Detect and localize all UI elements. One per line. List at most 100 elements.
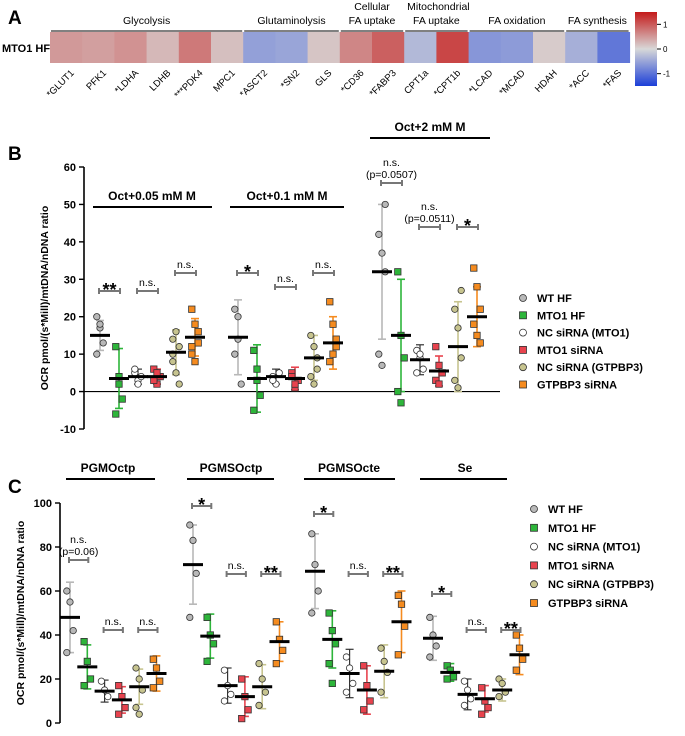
point-2-4-1 (454, 324, 462, 332)
y-tick-label-3: 20 (64, 312, 76, 324)
point-2-2-1 (345, 664, 354, 672)
heat-cell-3 (146, 32, 180, 63)
comparison-label-2-0: n.s. (383, 157, 400, 169)
point-1-1-4 (253, 365, 261, 373)
point-2-0-4 (378, 361, 386, 369)
point-2-0-3 (308, 609, 316, 617)
legend-label-5: GTPBP3 siRNA (548, 598, 628, 610)
comparison-label-0-0-line1: (p=0.06) (59, 546, 98, 558)
point-1-5-2 (279, 646, 287, 655)
point-0-4-4 (172, 369, 180, 377)
point-2-4-0 (377, 644, 385, 652)
point-3-3-0 (478, 684, 486, 692)
gene-label-10: *FABP3 (367, 68, 398, 99)
point-3-0-3 (426, 653, 434, 661)
point-3-2-3 (460, 701, 468, 710)
point-2-2-2 (419, 365, 427, 373)
point-0-4-1 (172, 328, 180, 336)
scatter-panel-c: 0 20 40 60 80 100 OCR pmol/(s*Mill)/mtDNA/nDNA… (15, 461, 654, 730)
point-2-1-4 (328, 679, 336, 688)
heat-cell-13 (468, 32, 502, 63)
heat-cell-2 (114, 32, 148, 63)
point-0-1-0 (112, 343, 120, 351)
point-0-0-3 (63, 648, 71, 657)
legend-marker-1 (519, 311, 527, 320)
point-1-0-2 (237, 380, 245, 388)
heat-cell-5 (211, 32, 244, 63)
y-axis-label: OCR pmol/(s*Mill)/mtDNA/nDNA ratio (39, 206, 51, 391)
comparison-label-0-1: n.s. (139, 277, 156, 289)
legend-label-0: WT HF (548, 504, 583, 516)
point-2-3-0 (432, 343, 440, 351)
point-3-1-3 (443, 675, 451, 683)
point-1-0-3 (186, 613, 194, 622)
point-0-3-3 (150, 376, 158, 384)
comparison-label-2-1: n.s. (350, 560, 367, 572)
point-3-5-1 (515, 644, 524, 652)
legend-label-3: MTO1 siRNA (548, 560, 614, 572)
legend-marker-3 (530, 561, 538, 570)
point-0-5-2 (194, 339, 202, 347)
point-3-5-0 (512, 631, 520, 639)
point-1-1-0 (250, 346, 258, 355)
group-label-0: Glycolysis (123, 15, 170, 27)
gene-label-13: *LCAD (467, 68, 495, 96)
point-0-0-0 (63, 587, 71, 595)
point-2-4-3 (377, 688, 385, 696)
legend-label-2: NC siRNA (MTO1) (548, 542, 641, 554)
point-2-5-2 (401, 622, 409, 630)
colorbar-tick-label-2: -1 (663, 70, 671, 79)
point-0-2-0 (97, 677, 106, 685)
point-0-4-4 (135, 710, 143, 718)
point-0-5-6 (188, 343, 196, 351)
point-0-5-3 (188, 350, 196, 358)
legend-marker-0 (519, 294, 527, 302)
comparison-label-2-2: * (464, 216, 471, 236)
point-3-3-3 (478, 710, 486, 718)
comparison-label-2-2: ** (386, 563, 400, 583)
point-1-0-2 (192, 569, 200, 578)
comparison-label-2-0-line1: (p=0.0507) (366, 169, 417, 181)
group-label-1: Glutaminolysis (257, 15, 325, 27)
condition-label-2: Oct+2 mM M (394, 120, 465, 134)
point-2-0-3 (375, 350, 383, 358)
point-3-0-0 (426, 613, 434, 622)
legend-label-0: WT HF (537, 293, 572, 305)
point-0-1-2 (118, 395, 126, 403)
y-tick-label-7: 60 (64, 162, 76, 174)
point-2-4-3 (451, 376, 459, 384)
point-1-4-1 (310, 343, 318, 351)
gene-label-7: *SN2 (279, 68, 302, 91)
comparison-label-2-0: * (320, 503, 327, 523)
point-1-0-0 (231, 305, 239, 313)
y-tick-label-5: 100 (34, 498, 52, 510)
point-1-4-2 (261, 688, 269, 696)
group-label-2-a: Cellular (354, 1, 390, 13)
comparison-label-1-2: ** (264, 563, 278, 583)
legend-marker-1 (530, 523, 538, 532)
legend-label-2: NC siRNA (MTO1) (537, 328, 630, 340)
point-1-0-4 (234, 313, 242, 321)
y-tick-label-3: 60 (40, 586, 52, 598)
comparison-label-1-1: n.s. (228, 560, 245, 572)
point-1-0-3 (231, 350, 239, 358)
point-1-5-2 (332, 335, 340, 343)
point-0-3-2 (121, 704, 129, 712)
point-0-5-4 (191, 358, 199, 366)
point-0-2-4 (134, 380, 142, 388)
point-1-2-0 (220, 666, 228, 674)
point-1-4-3 (255, 701, 263, 710)
point-0-4-2 (175, 343, 183, 351)
point-1-2-3 (220, 697, 228, 705)
gene-label-14: *MCAD (497, 68, 527, 98)
point-0-0-3 (93, 350, 101, 358)
point-2-1-3 (394, 387, 402, 396)
point-0-4-5 (175, 380, 183, 388)
comparison-label-3-1: n.s. (468, 616, 485, 628)
condition-label-0: Oct+0.05 mM M (108, 189, 196, 203)
legend-label-4: NC siRNA (GTPBP3) (548, 579, 654, 591)
y-tick-label-2: 40 (40, 630, 52, 642)
point-1-5-3 (272, 660, 280, 668)
point-3-4-3 (495, 692, 503, 701)
